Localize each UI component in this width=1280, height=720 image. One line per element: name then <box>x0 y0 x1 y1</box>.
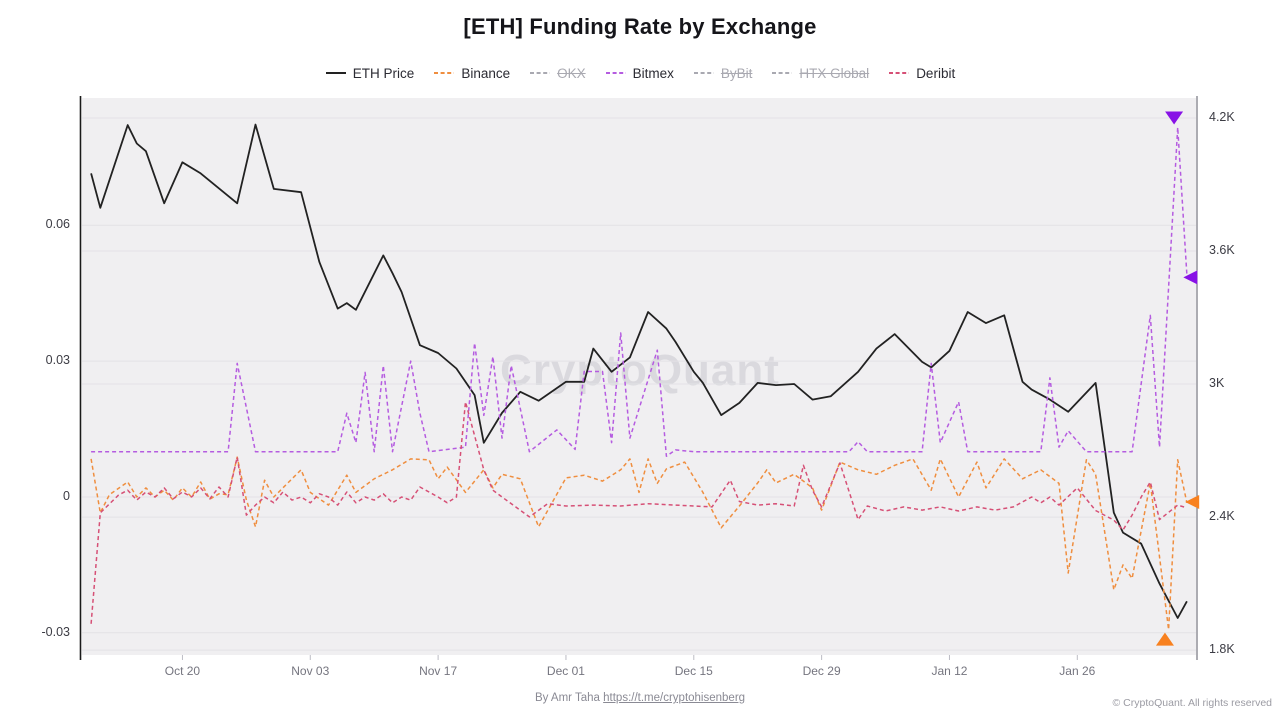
legend-label: ByBit <box>720 65 753 81</box>
right-axis-label-4.2K: 4.2K <box>1209 109 1235 124</box>
left-axis-label-0.06: 0.06 <box>45 217 70 232</box>
legend-label: OKX <box>557 65 586 81</box>
byline-link[interactable]: https://t.me/cryptohisenberg <box>603 692 746 704</box>
legend-item-binance[interactable]: Binance <box>433 66 510 81</box>
x-axis-label-Nov-17: Nov 17 <box>419 664 458 678</box>
legend: ETH Price Binance OKX Bitmex ByBit HTX Global… <box>0 62 1280 84</box>
x-axis-label-Dec-29: Dec 29 <box>802 664 841 678</box>
legend-item-htx-global[interactable]: HTX Global <box>771 66 869 81</box>
legend-label: Deribit <box>916 65 956 81</box>
plot-area <box>82 98 1196 655</box>
bitmex-spike-top-marker-icon <box>1165 111 1184 125</box>
legend-line-sample-icon <box>605 72 626 74</box>
chart-title: [ETH] Funding Rate by Exchange <box>463 14 817 39</box>
legend-label: Binance <box>461 65 511 81</box>
binance-dip-bottom-marker-icon <box>1155 632 1174 646</box>
legend-item-deribit[interactable]: Deribit <box>888 66 955 81</box>
legend-line-sample-icon <box>772 72 793 74</box>
right-axis-label-1.8K: 1.8K <box>1209 642 1235 657</box>
legend-line-sample-icon <box>325 72 346 74</box>
left-axis-label--0.03: -0.03 <box>41 624 71 639</box>
legend-item-bitmex[interactable]: Bitmex <box>605 66 674 81</box>
byline: By Amr Taha https://t.me/cryptohisenberg <box>0 692 1280 704</box>
series-deribit-line <box>90 401 1188 624</box>
x-axis-label-Dec-01: Dec 01 <box>546 664 585 678</box>
bitmex-last-value-marker-icon <box>1183 270 1198 285</box>
legend-item-bybit[interactable]: ByBit <box>693 65 753 81</box>
x-axis-label-Oct-20: Oct 20 <box>164 664 201 678</box>
watermark: CryptoQuant <box>500 346 780 395</box>
x-axis-label-Nov-03: Nov 03 <box>291 664 330 678</box>
right-axis-label-2.4K: 2.4K <box>1209 509 1235 524</box>
copyright-text: © CryptoQuant. All rights reserved <box>1112 697 1272 709</box>
x-axis-label-Dec-15: Dec 15 <box>674 664 713 678</box>
byline-text: By Amr Taha <box>534 692 604 704</box>
legend-line-sample-icon <box>693 72 714 74</box>
legend-label: Bitmex <box>632 65 674 81</box>
legend-line-sample-icon <box>530 72 551 74</box>
right-axis-label-3.6K: 3.6K <box>1209 242 1235 257</box>
x-axis-label-Jan-12: Jan 12 <box>931 664 968 678</box>
legend-item-eth-price[interactable]: ETH Price <box>325 65 415 81</box>
left-axis-label-0.03: 0.03 <box>45 353 70 368</box>
legend-line-sample-icon <box>434 72 455 74</box>
left-axis-label-0: 0 <box>63 488 70 503</box>
legend-label: ETH Price <box>352 65 415 81</box>
legend-item-okx[interactable]: OKX <box>529 66 586 81</box>
series-bitmex-line <box>91 126 1188 457</box>
series-eth-price-line <box>90 123 1188 619</box>
binance-last-value-marker-icon <box>1185 494 1200 509</box>
series-binance-line <box>90 456 1188 631</box>
x-axis-label-Jan-26: Jan 26 <box>1059 664 1096 678</box>
right-axis-label-3K: 3K <box>1209 376 1225 391</box>
legend-line-sample-icon <box>889 72 910 74</box>
legend-label: HTX Global <box>799 65 870 81</box>
